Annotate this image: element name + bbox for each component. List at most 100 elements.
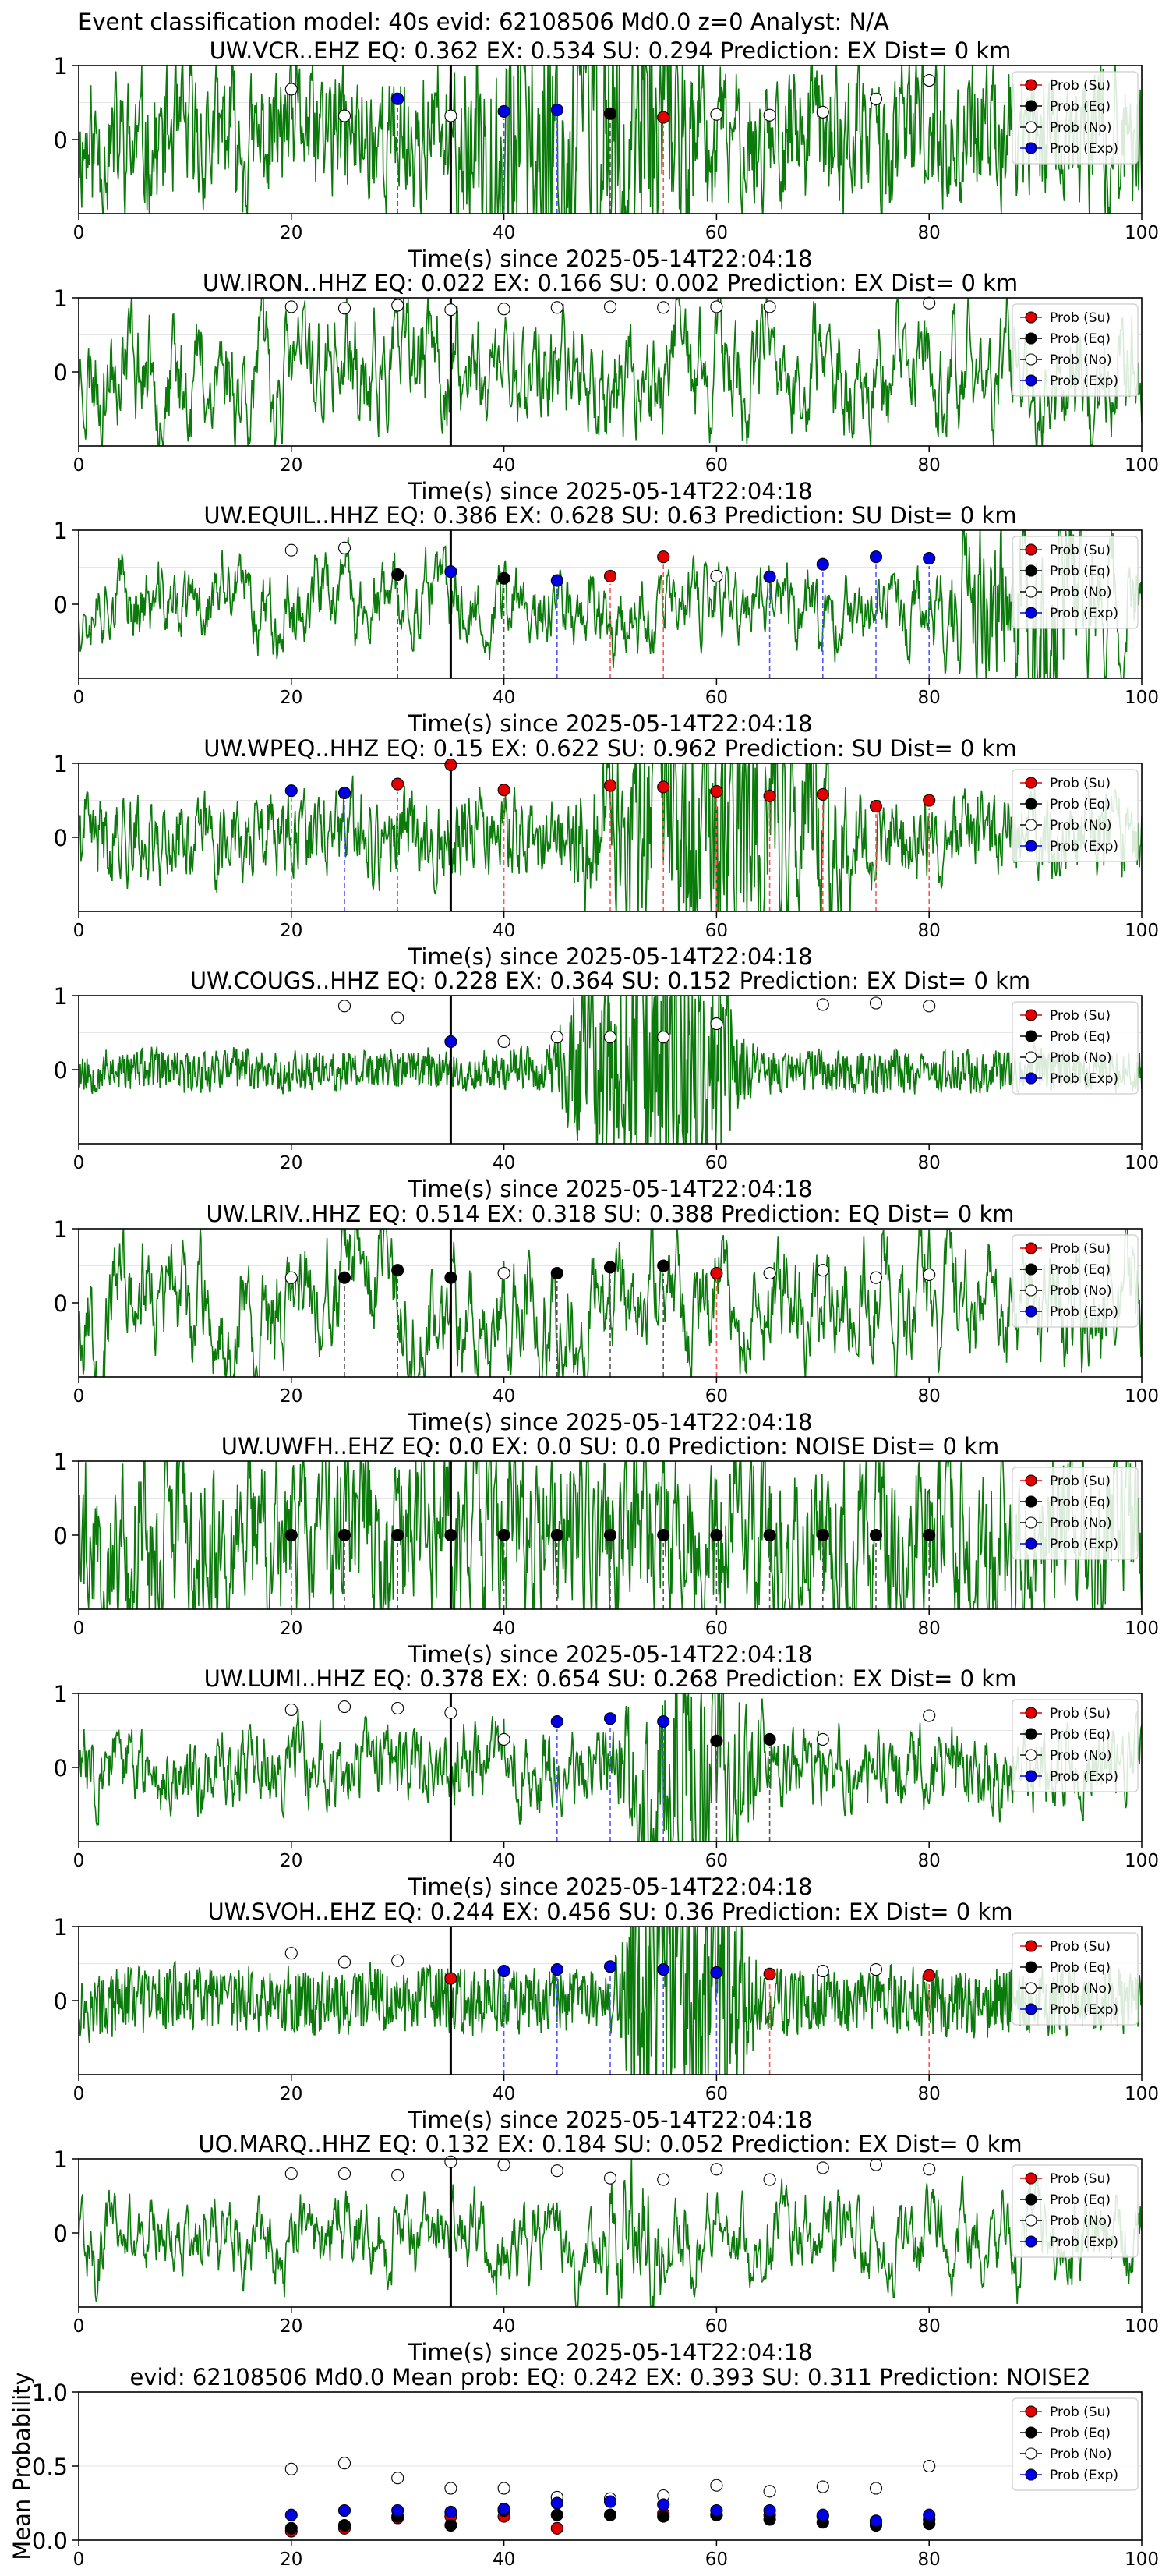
x-tick-label: 20 (280, 1851, 302, 1871)
probability-point-eq (391, 1528, 404, 1542)
probability-point-exp (391, 92, 404, 105)
probability-point-no (391, 1011, 404, 1024)
mean-probability-point-exp (869, 2514, 883, 2528)
panels-container: UW.VCR..EHZ EQ: 0.362 EX: 0.534 SU: 0.29… (9, 37, 1159, 2570)
probability-point-no (497, 1266, 510, 1280)
legend: Prob (Su) Prob (Eq) Prob (No) Prob (Exp) (1012, 1001, 1139, 1095)
x-tick-label: 100 (1125, 921, 1159, 941)
panel-title: UW.COUGS..HHZ EQ: 0.228 EX: 0.364 SU: 0.… (190, 968, 1030, 994)
x-tick-label: 60 (705, 2316, 728, 2337)
legend-marker-eq (1025, 100, 1037, 112)
probability-point-su (710, 1266, 723, 1280)
legend-marker-su (1025, 1242, 1037, 1254)
legend-box (1012, 1467, 1139, 1560)
waveform-trace (79, 1461, 1142, 1609)
y-tick-label: 1 (54, 751, 68, 777)
mean-probability-point-exp (284, 2508, 298, 2521)
probability-point-exp (710, 1966, 723, 1979)
x-tick-label: 0 (73, 1386, 85, 1407)
x-axis-label: Time(s) since 2025-05-14T22:04:18 (408, 1874, 813, 1900)
probability-point-su (603, 779, 617, 792)
legend-label-no: Prob (No) (1050, 2213, 1112, 2229)
probability-point-su (497, 784, 510, 797)
x-tick-label: 80 (918, 1619, 941, 1639)
x-axis-label: Time(s) since 2025-05-14T22:04:18 (408, 943, 813, 970)
mean-probability-point-no (763, 2485, 776, 2498)
y-tick-label: 1 (54, 1449, 68, 1475)
probability-point-eq (869, 1528, 883, 1542)
probability-point-no (444, 1706, 457, 1719)
y-tick-label: 0 (54, 359, 68, 386)
x-tick-label: 100 (1125, 2549, 1159, 2570)
x-tick-label: 20 (280, 1619, 302, 1639)
legend-label-su: Prob (Su) (1050, 310, 1111, 326)
mean-probability-point-eq (657, 2510, 670, 2523)
probability-point-exp (657, 1715, 670, 1729)
x-tick-label: 40 (493, 1851, 515, 1871)
x-tick-label: 60 (705, 223, 728, 243)
y-tick-label: 1 (54, 518, 68, 544)
probability-point-eq (550, 1266, 563, 1280)
x-tick-label: 40 (493, 1619, 515, 1639)
x-tick-label: 80 (918, 921, 941, 941)
legend-marker-no (1025, 1982, 1037, 1994)
y-tick-label: 0 (54, 127, 68, 154)
probability-point-no (763, 108, 776, 122)
legend-marker-su (1025, 79, 1037, 91)
probability-point-exp (603, 1960, 617, 1973)
probability-point-exp (550, 574, 563, 587)
legend: Prob (Su) Prob (Eq) Prob (No) Prob (Exp) (1012, 71, 1139, 165)
y-axis-label: Mean Probability (9, 2372, 35, 2560)
x-axis-label: Time(s) since 2025-05-14T22:04:18 (408, 1176, 813, 1202)
probability-point-no (337, 302, 351, 315)
probability-point-eq (337, 1528, 351, 1542)
probability-point-no (816, 2161, 829, 2174)
legend-label-exp: Prob (Exp) (1050, 373, 1118, 389)
probability-point-no (869, 1963, 883, 1976)
mean-probability-point-exp (763, 2503, 776, 2518)
legend-box (1012, 71, 1139, 165)
x-tick-label: 0 (73, 2084, 85, 2104)
legend-label-su: Prob (Su) (1050, 1008, 1111, 1024)
probability-point-su (603, 569, 617, 582)
legend-marker-eq (1025, 1263, 1037, 1276)
legend-marker-su (1025, 1940, 1037, 1952)
probability-point-no (337, 541, 351, 554)
y-tick-label: 1 (54, 53, 68, 80)
probability-point-no (710, 2163, 723, 2176)
probability-point-su (657, 780, 670, 794)
x-tick-label: 20 (280, 2316, 302, 2337)
probability-point-no (923, 2163, 936, 2176)
x-tick-label: 0 (73, 2549, 85, 2570)
legend-marker-exp (1025, 1537, 1037, 1550)
legend-marker-exp (1025, 840, 1037, 852)
y-tick-label: 0 (54, 1523, 68, 1549)
x-axis-label: Time(s) since 2025-05-14T22:04:18 (408, 1409, 813, 1435)
probability-point-no (657, 1031, 670, 1044)
legend-label-su: Prob (Su) (1050, 2171, 1111, 2187)
legend-marker-no (1025, 1284, 1037, 1297)
probability-point-no (391, 2168, 404, 2181)
legend-label-eq: Prob (Eq) (1050, 1495, 1111, 1510)
legend-box (1012, 1932, 1139, 2026)
legend-marker-exp (1025, 142, 1037, 154)
x-tick-label: 0 (73, 455, 85, 476)
legend-label-su: Prob (Su) (1050, 776, 1111, 791)
legend-label-no: Prob (No) (1050, 585, 1112, 600)
legend-marker-no (1025, 819, 1037, 831)
probability-point-eq (603, 107, 617, 120)
legend-label-no: Prob (No) (1050, 120, 1112, 136)
probability-point-exp (550, 1715, 563, 1729)
mean-probability-point-no (869, 2482, 883, 2495)
probability-point-exp (603, 1712, 617, 1725)
y-tick-label: 0.0 (32, 2528, 68, 2554)
legend-marker-exp (1025, 607, 1037, 619)
probability-point-eq (337, 1271, 351, 1284)
x-tick-label: 80 (918, 1153, 941, 1173)
probability-point-no (550, 1031, 563, 1044)
legend-box (1012, 1001, 1139, 1095)
x-tick-label: 20 (280, 688, 302, 708)
x-tick-label: 60 (705, 2549, 728, 2570)
legend-marker-exp (1025, 2468, 1037, 2481)
